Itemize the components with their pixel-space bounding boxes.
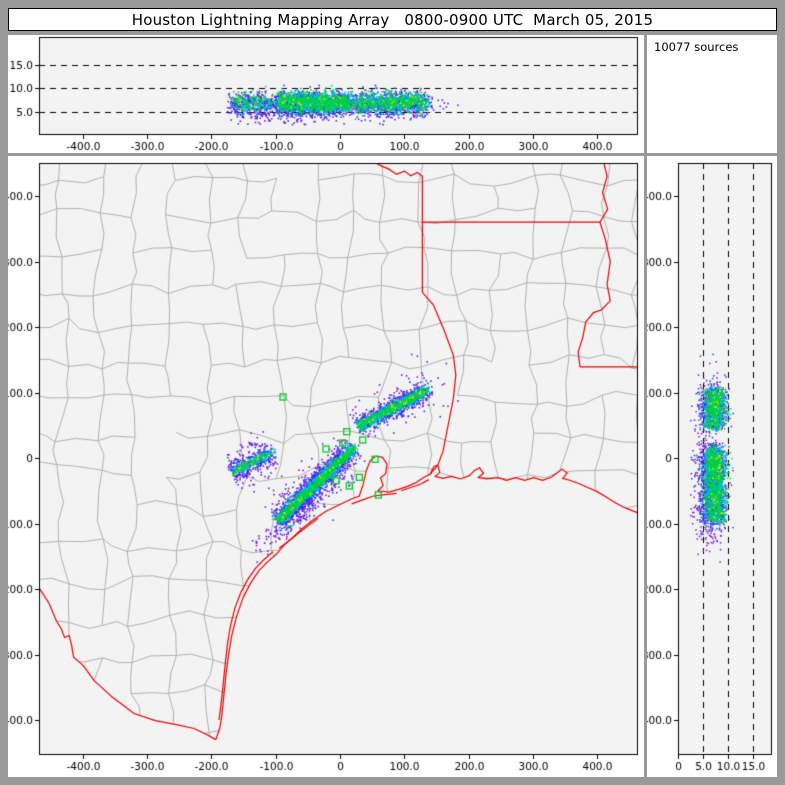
altitude-vs-eastwest-plot[interactable] (8, 35, 644, 153)
sources-count-panel: 10077 sources (647, 35, 777, 153)
window-title: Houston Lightning Mapping Array 0800-090… (131, 11, 654, 29)
sources-count-label: 10077 sources (654, 40, 739, 54)
altitude-vs-northsouth-plot[interactable] (647, 156, 777, 777)
title-bar: Houston Lightning Mapping Array 0800-090… (8, 8, 777, 31)
title-container: Houston Lightning Mapping Array 0800-090… (60, 10, 726, 29)
plan-view-map-plot[interactable] (8, 156, 644, 777)
